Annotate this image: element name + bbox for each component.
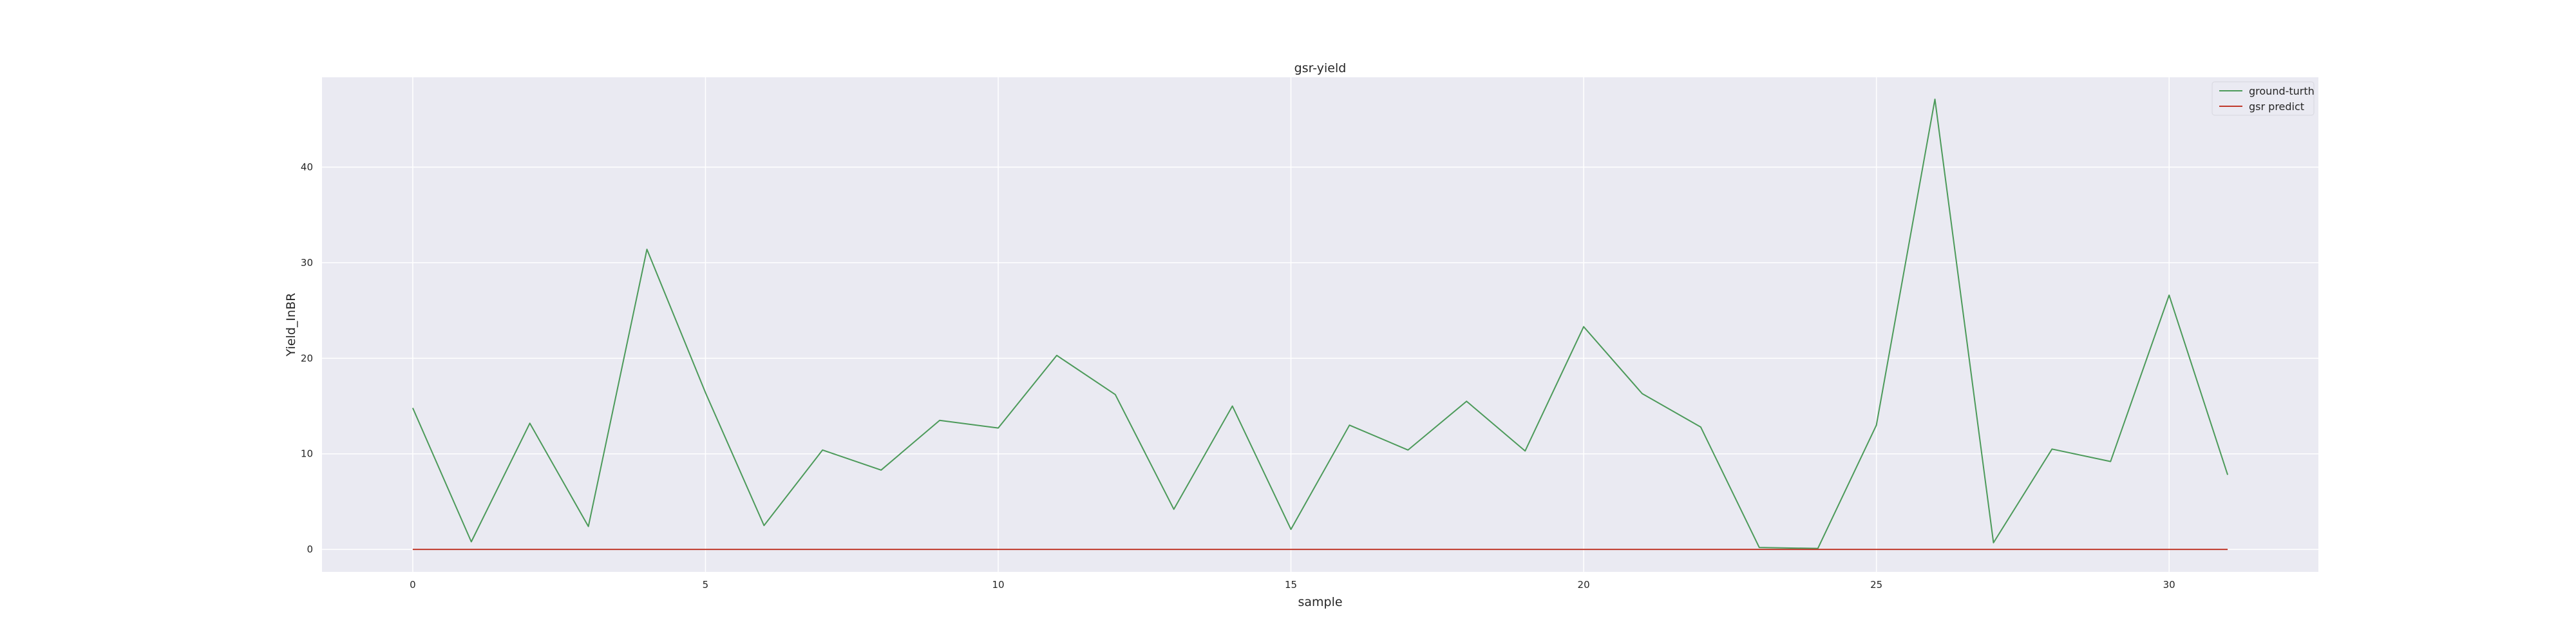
x-tick-label: 5 bbox=[703, 579, 709, 591]
legend-label-ground-turth: ground-turth bbox=[2249, 85, 2315, 97]
x-tick-labels: 0 5 10 15 20 25 30 bbox=[410, 579, 2175, 591]
legend: ground-turth gsr predict bbox=[2211, 81, 2315, 116]
grid bbox=[322, 77, 2318, 572]
y-tick-label: 40 bbox=[301, 162, 313, 173]
x-tick-label: 15 bbox=[1285, 579, 1297, 591]
x-tick-label: 10 bbox=[992, 579, 1004, 591]
y-tick-labels: 0 10 20 30 40 bbox=[301, 162, 313, 556]
y-tick-label: 0 bbox=[307, 544, 313, 555]
x-tick-label: 0 bbox=[410, 579, 416, 591]
y-axis-label: Yield_InBR bbox=[284, 293, 298, 357]
y-tick-label: 20 bbox=[301, 352, 313, 364]
x-axis-label: sample bbox=[1298, 595, 1342, 609]
legend-label-gsr-predict: gsr predict bbox=[2249, 100, 2304, 113]
chart-title: gsr-yield bbox=[1294, 61, 1347, 75]
series-lines bbox=[412, 99, 2229, 551]
y-tick-label: 10 bbox=[301, 448, 313, 460]
x-tick-label: 30 bbox=[2163, 579, 2175, 591]
x-tick-label: 25 bbox=[1870, 579, 1882, 591]
plot-background bbox=[322, 77, 2318, 572]
series-line-ground-turth bbox=[412, 99, 2229, 549]
y-tick-label: 30 bbox=[301, 257, 313, 269]
x-tick-label: 20 bbox=[1578, 579, 1590, 591]
